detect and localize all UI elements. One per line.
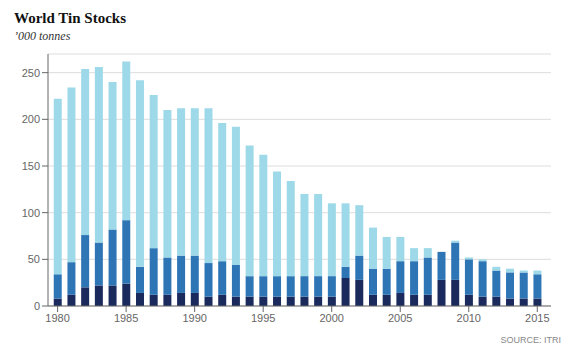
svg-text:2005: 2005 (388, 312, 412, 324)
svg-text:1995: 1995 (251, 312, 275, 324)
svg-text:250: 250 (22, 67, 40, 79)
svg-text:200: 200 (22, 113, 40, 125)
html-text:World Tin Stocks: World Tin Stocks (14, 10, 126, 26)
svg-text:1990: 1990 (182, 312, 206, 324)
svg-text:2010: 2010 (457, 312, 481, 324)
svg-text:2015: 2015 (525, 312, 549, 324)
svg-text:1985: 1985 (114, 312, 138, 324)
svg-text:1980: 1980 (45, 312, 69, 324)
svg-text:100: 100 (22, 207, 40, 219)
svg-text:150: 150 (22, 160, 40, 172)
html-text:SOURCE: ITRI: SOURCE: ITRI (500, 335, 561, 345)
svg-text:2000: 2000 (319, 312, 343, 324)
svg-text:0: 0 (34, 300, 40, 312)
svg-text:50: 50 (28, 253, 40, 265)
html-text:’000 tonnes: ’000 tonnes (14, 29, 71, 43)
